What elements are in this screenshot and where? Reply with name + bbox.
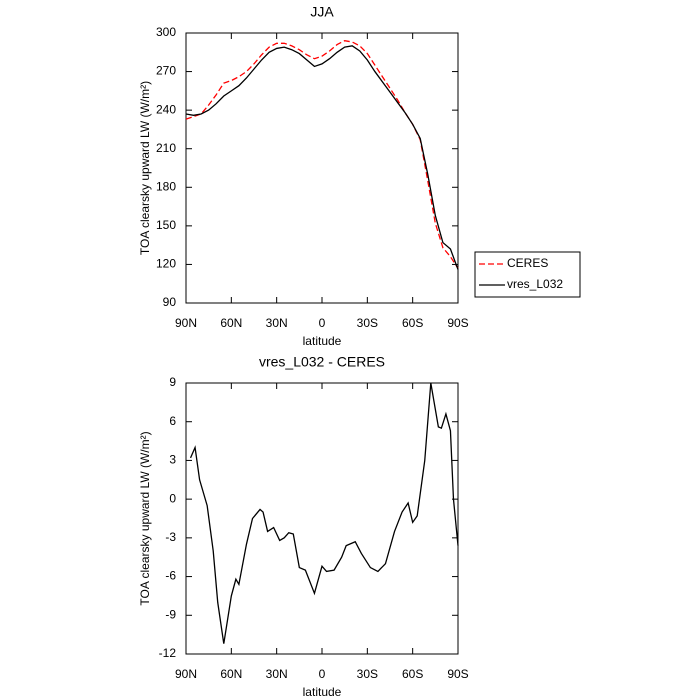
chart-title: vres_L032 - CERES <box>259 354 385 370</box>
y-tick-label: 120 <box>156 257 176 271</box>
y-axis-label: TOA clearsky upward LW (W/m²) <box>138 431 152 605</box>
plot-frame <box>185 382 459 655</box>
y-tick-label: -3 <box>165 530 176 544</box>
x-tick-label: 30S <box>357 667 378 681</box>
x-tick-label: 60S <box>402 316 423 330</box>
x-tick-label: 0 <box>319 316 326 330</box>
y-tick-label: -12 <box>159 646 177 660</box>
y-tick-label: 6 <box>169 414 176 428</box>
x-tick-label: 90N <box>175 667 197 681</box>
series-line <box>185 40 459 269</box>
legend-box <box>474 251 581 298</box>
x-tick-label: 30S <box>357 316 378 330</box>
x-tick-label: 60S <box>402 667 423 681</box>
y-tick-label: 9 <box>169 375 176 389</box>
y-tick-label: 300 <box>156 25 176 39</box>
y-tick-label: -9 <box>165 607 176 621</box>
chart-title: JJA <box>310 4 334 20</box>
x-tick-label: 90S <box>447 316 468 330</box>
series-line <box>185 45 459 270</box>
x-tick-label: 30N <box>266 316 288 330</box>
x-axis-label: latitude <box>303 334 342 348</box>
y-tick-label: 270 <box>156 64 176 78</box>
y-tick-label: -6 <box>165 569 176 583</box>
y-tick-label: 150 <box>156 218 176 232</box>
y-tick-label: 90 <box>163 295 177 309</box>
legend-label: vres_L032 <box>507 277 563 291</box>
y-tick-label: 240 <box>156 102 176 116</box>
y-axis-label: TOA clearsky upward LW (W/m²) <box>138 81 152 255</box>
x-tick-label: 60N <box>220 316 242 330</box>
x-tick-label: 60N <box>220 667 242 681</box>
x-tick-label: 0 <box>319 667 326 681</box>
y-tick-label: 0 <box>169 491 176 505</box>
y-tick-label: 3 <box>169 453 176 467</box>
x-tick-label: 90S <box>447 667 468 681</box>
legend-label: CERES <box>507 256 548 270</box>
series-line <box>189 382 459 644</box>
plot-frame <box>185 32 459 304</box>
x-tick-label: 30N <box>266 667 288 681</box>
y-tick-label: 210 <box>156 141 176 155</box>
x-tick-label: 90N <box>175 316 197 330</box>
x-axis-label: latitude <box>303 685 342 699</box>
y-tick-label: 180 <box>156 179 176 193</box>
